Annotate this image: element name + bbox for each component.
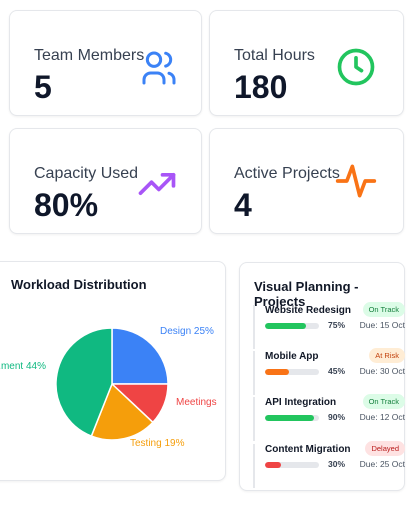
project-item[interactable]: Mobile App At Risk 45% Due: 30 Oct — [253, 348, 405, 395]
progress-percent: 75% — [328, 320, 346, 330]
pie-slice[interactable] — [55, 327, 113, 438]
trending-up-icon — [138, 173, 176, 195]
project-name: Website Redesign — [265, 305, 351, 316]
status-badge: On Track — [362, 302, 405, 317]
stat-value: 5 — [34, 69, 52, 105]
progress-percent: 45% — [328, 366, 346, 376]
activity-icon — [335, 164, 377, 198]
pie-slice-label: Design 25% — [160, 326, 214, 337]
progress-track — [265, 462, 319, 468]
pie-slice-label: Meetings — [176, 397, 217, 408]
progress-percent: 90% — [328, 412, 346, 422]
progress-fill — [265, 369, 290, 375]
stat-value: 4 — [234, 187, 252, 223]
status-badge: At Risk — [369, 348, 405, 363]
progress-fill — [265, 415, 314, 421]
due-date: Due: 30 Oct — [359, 366, 405, 376]
status-badge: On Track — [362, 394, 405, 409]
project-name: Content Migration — [265, 444, 351, 455]
progress-fill — [265, 462, 282, 468]
stat-card-total-hours: Total Hours 180 — [209, 10, 404, 116]
project-item[interactable]: Website Redesign On Track 75% Due: 15 Oct — [253, 302, 405, 349]
progress-fill — [265, 323, 306, 329]
status-badge: Delayed — [365, 441, 405, 456]
due-date: Due: 25 Oct — [359, 459, 405, 469]
pie-slice-label: Testing 19% — [130, 438, 185, 449]
project-item[interactable]: Content Migration Delayed 30% Due: 25 Oct — [253, 441, 405, 488]
project-item[interactable]: API Integration On Track 90% Due: 12 Oct — [253, 394, 405, 441]
progress-track — [265, 369, 319, 375]
planning-title: Visual Planning - Projects — [254, 279, 359, 309]
workload-distribution-card: Workload Distribution Design 25% Meetings… — [0, 261, 226, 481]
progress-track — [265, 323, 319, 329]
users-icon — [142, 51, 176, 85]
visual-planning-card: Visual Planning - Projects Website Redes… — [239, 262, 405, 491]
project-name: API Integration — [265, 397, 337, 408]
stat-value: 80% — [34, 187, 99, 223]
stat-value: 180 — [234, 69, 288, 105]
project-name: Mobile App — [265, 351, 319, 362]
stat-label: Total Hours — [234, 47, 315, 64]
progress-track — [265, 415, 319, 421]
stat-label: Team Members — [34, 47, 145, 64]
clock-icon — [337, 48, 375, 86]
pie-slice-label: ...ment 44% — [0, 361, 46, 372]
stat-card-capacity-used: Capacity Used 80% — [9, 128, 202, 234]
pie-slice[interactable] — [111, 327, 169, 385]
stat-label: Capacity Used — [34, 165, 139, 182]
stat-label: Active Projects — [234, 165, 340, 182]
due-date: Due: 15 Oct — [359, 320, 405, 330]
progress-percent: 30% — [328, 459, 346, 469]
due-date: Due: 12 Oct — [359, 412, 405, 422]
stat-card-active-projects: Active Projects 4 — [209, 128, 404, 234]
stat-card-team-members: Team Members 5 — [9, 10, 202, 116]
workload-pie-chart: Design 25% Meetings Testing 19% ...ment 44% — [0, 326, 217, 449]
workload-title: Workload Distribution — [11, 277, 147, 292]
